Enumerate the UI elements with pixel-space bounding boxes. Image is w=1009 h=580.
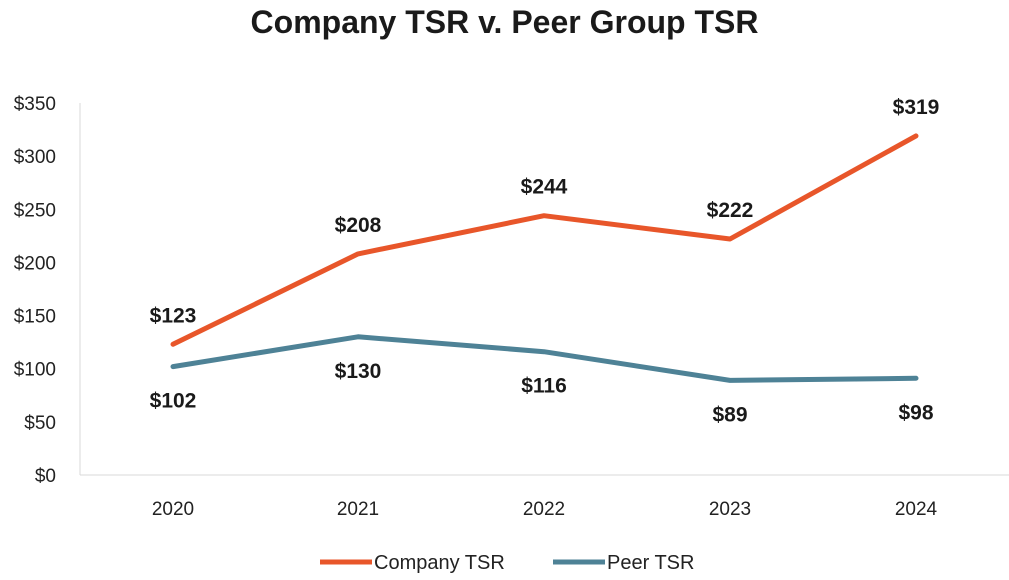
y-tick-labels: $0 $50 $100 $150 $200 $250 $300 $350 [14,94,56,487]
chart-title: Company TSR v. Peer Group TSR [250,4,759,40]
series-line-company-tsr [170,133,919,347]
x-tick-labels: 2020 2021 2022 2023 2024 [152,499,938,520]
legend-label: Peer TSR [607,552,694,574]
data-label: $116 [521,375,567,398]
y-tick-label: $150 [14,307,56,328]
y-tick-label: $250 [14,200,56,221]
data-labels: $123 $208 $244 $222 $319 $102 $130 $116 $89 $98 [150,96,940,426]
data-label: $89 [712,403,747,426]
legend: Company TSR Peer TSR [320,552,694,574]
axes-group [79,103,1009,476]
legend-label: Company TSR [374,552,505,574]
series-line-peer-tsr [170,334,919,383]
data-label: $102 [150,390,197,413]
y-tick-label: $300 [14,147,56,168]
data-label: $222 [707,199,754,222]
x-tick-label: 2021 [337,499,379,520]
data-label: $319 [893,96,940,119]
data-label: $130 [335,360,382,383]
x-tick-label: 2024 [895,499,938,520]
x-tick-label: 2022 [523,499,565,520]
x-tick-label: 2020 [152,499,194,520]
y-tick-label: $50 [24,413,56,434]
series-lines [170,133,919,383]
y-tick-label: $350 [14,94,56,115]
y-tick-label: $100 [14,360,56,381]
x-tick-label: 2023 [709,499,751,520]
data-label: $208 [335,214,382,237]
data-label: $98 [898,401,933,424]
data-label: $123 [150,304,197,327]
y-tick-label: $200 [14,253,56,274]
y-tick-label: $0 [35,466,56,487]
data-label: $244 [521,176,568,199]
